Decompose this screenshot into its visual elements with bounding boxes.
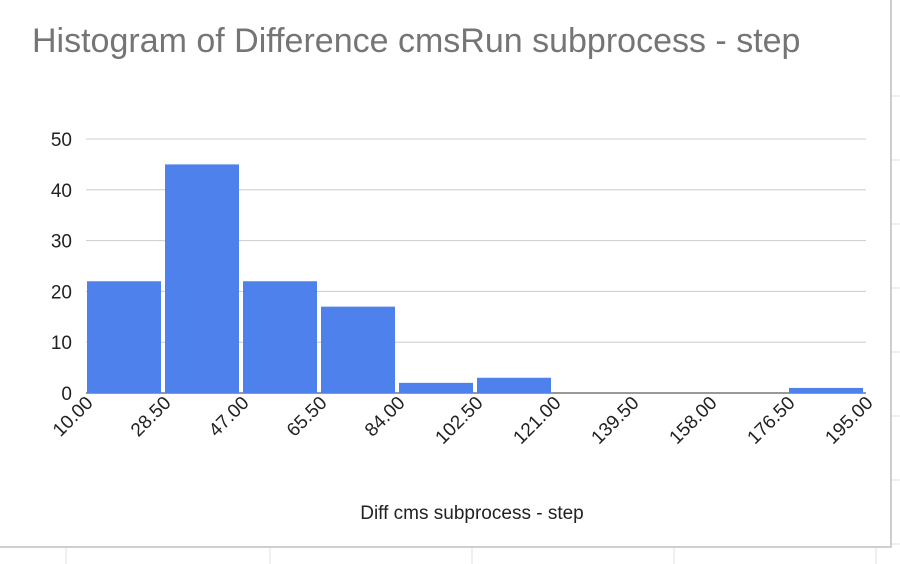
- histogram-bar[interactable]: [165, 164, 239, 393]
- chart-plot: 0 10 20 30 40 50 10.00 28.50 47.00 65.50 84.00 102…: [49, 130, 877, 449]
- histogram-bar[interactable]: [321, 306, 395, 393]
- x-tick-label: 158.00: [666, 393, 722, 449]
- y-tick-label: 50: [51, 130, 72, 151]
- x-tick-label: 195.00: [822, 393, 878, 449]
- x-tick-label: 139.50: [588, 393, 644, 449]
- x-tick-label: 102.50: [432, 393, 488, 449]
- y-tick-label: 20: [51, 282, 72, 303]
- y-axis-ticks: 0 10 20 30 40 50: [51, 130, 72, 405]
- x-tick-label: 176.50: [744, 393, 800, 449]
- histogram-bar[interactable]: [399, 382, 473, 393]
- histogram-bars: [87, 164, 863, 393]
- histogram-bar[interactable]: [789, 387, 863, 393]
- x-tick-label: 10.00: [49, 393, 97, 441]
- x-tick-label: 28.50: [127, 393, 175, 441]
- x-tick-label: 84.00: [361, 393, 409, 441]
- y-tick-label: 40: [51, 181, 72, 202]
- y-tick-label: 30: [51, 232, 72, 253]
- y-tick-label: 0: [61, 384, 72, 405]
- y-tick-label: 10: [51, 333, 72, 354]
- histogram-bar[interactable]: [243, 281, 317, 393]
- x-tick-label: 121.00: [510, 393, 566, 449]
- chart-title: Histogram of Difference cmsRun subproces…: [32, 22, 801, 60]
- histogram-bar[interactable]: [87, 281, 161, 393]
- x-axis-ticks: 10.00 28.50 47.00 65.50 84.00 102.50 121.00 139…: [49, 393, 877, 449]
- x-axis-title: Diff cms subprocess - step: [360, 503, 584, 524]
- chart-container[interactable]: Histogram of Difference cmsRun subproces…: [0, 0, 892, 548]
- x-tick-label: 47.00: [205, 393, 253, 441]
- histogram-bar[interactable]: [477, 377, 551, 393]
- x-tick-label: 65.50: [283, 393, 331, 441]
